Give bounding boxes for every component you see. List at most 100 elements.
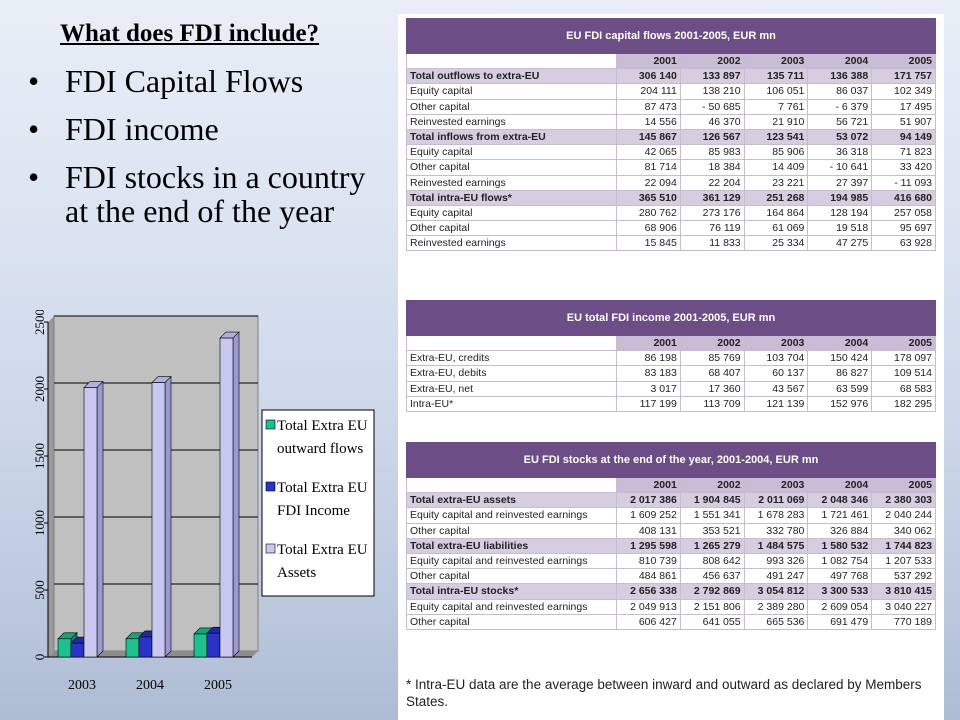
table-row: Reinvested earnings 15 845 11 833 25 334 47 … (406, 235, 936, 252)
row-label: Equity capital (406, 204, 617, 222)
value-cell: 353 521 (679, 522, 745, 539)
value-cell: 128 194 (807, 204, 873, 222)
legend-label: Assets (277, 565, 316, 581)
table-title: EU FDI stocks at the end of the year, 20… (406, 442, 936, 478)
y-tick-label: 2000 (32, 376, 47, 402)
legend-label: Total Extra EU (277, 480, 368, 496)
value-cell: 2 011 069 (743, 492, 809, 509)
value-cell: 87 473 (616, 98, 681, 115)
legend-swatch (265, 543, 276, 554)
row-label: Reinvested earnings (406, 113, 617, 130)
value-cell: 22 094 (616, 174, 681, 191)
legend-box (261, 409, 375, 597)
plot-side-wall (48, 316, 54, 657)
data-tables-panel: EU FDI capital flows 2001-2005, EUR mn 20… (398, 14, 944, 720)
value-cell: 2 792 869 (679, 583, 745, 600)
value-cell: - 11 093 (871, 174, 936, 191)
value-cell: 85 983 (679, 144, 745, 161)
value-cell: 484 861 (616, 568, 681, 585)
fdi-stocks-table: EU FDI stocks at the end of the year, 20… (406, 442, 936, 630)
value-cell: 60 137 (743, 365, 809, 382)
value-cell: 537 292 (871, 568, 936, 585)
value-cell: - 10 641 (807, 159, 873, 176)
value-cell: 117 199 (616, 395, 681, 412)
y-tick-label: 0 (32, 654, 47, 661)
value-cell: 43 567 (743, 380, 809, 397)
legend-swatch (265, 481, 276, 492)
y-tick-label: 1000 (32, 510, 47, 536)
value-cell: 1 609 252 (616, 507, 681, 524)
value-cell: 1 721 461 (807, 507, 873, 524)
row-label: Total intra-EU stocks* (406, 583, 617, 600)
value-cell: 194 985 (807, 189, 873, 206)
value-cell: 47 275 (807, 235, 873, 252)
row-label: Total extra-EU liabilities (406, 537, 617, 554)
row-label: Total extra-EU assets (406, 492, 617, 509)
value-cell: 2 380 303 (871, 492, 936, 509)
bullet-list: FDI Capital Flows FDI income FDI stocks … (28, 64, 368, 242)
value-cell: 25 334 (743, 235, 809, 252)
value-cell: 51 907 (871, 113, 936, 130)
table-row: Equity capital and reinvested earnings 1 … (406, 507, 936, 524)
bar (57, 638, 72, 658)
bar (125, 638, 140, 658)
value-cell: 121 139 (743, 395, 809, 412)
value-cell: 332 780 (743, 522, 809, 539)
table-row: Total extra-EU liabilities 1 295 598 1 265… (406, 537, 936, 554)
value-cell: 23 221 (743, 174, 809, 191)
year-header: 2005 (871, 52, 936, 70)
value-cell: 691 479 (807, 613, 873, 630)
bar (151, 382, 166, 658)
value-cell: 2 049 913 (616, 598, 681, 615)
value-cell: 2 609 054 (807, 598, 873, 615)
value-cell: 68 407 (679, 365, 745, 382)
table-row: Intra-EU* 117 199 113 709 121 139 152 976 182… (406, 395, 936, 412)
value-cell: 770 189 (871, 613, 936, 630)
value-cell: 136 388 (807, 68, 873, 85)
header-blank-cell (406, 52, 617, 70)
table-row: Total outflows to extra-EU 306 140 133 897… (406, 68, 936, 85)
value-cell: 56 721 (807, 113, 873, 130)
value-cell: 993 326 (743, 552, 809, 570)
value-cell: 68 906 (616, 220, 681, 237)
table-row: Reinvested earnings 14 556 46 370 21 910 56 … (406, 113, 936, 130)
value-cell: 665 536 (743, 613, 809, 630)
row-label: Reinvested earnings (406, 174, 617, 191)
value-cell: 123 541 (743, 128, 809, 146)
value-cell: 2 389 280 (743, 598, 809, 615)
legend-label: outward flows (277, 441, 363, 457)
value-cell: 810 739 (616, 552, 681, 570)
value-cell: 497 768 (807, 568, 873, 585)
value-cell: 36 318 (807, 144, 873, 161)
row-label: Total intra-EU flows* (406, 189, 617, 206)
value-cell: 17 495 (871, 98, 936, 115)
value-cell: 365 510 (616, 189, 681, 206)
value-cell: 103 704 (743, 350, 809, 367)
value-cell: 85 769 (679, 350, 745, 367)
value-cell: 416 680 (871, 189, 936, 206)
value-cell: 11 833 (679, 235, 745, 252)
value-cell: 340 062 (871, 522, 936, 539)
y-tick-label: 1500 (32, 443, 47, 469)
value-cell: 408 131 (616, 522, 681, 539)
row-label: Equity capital and reinvested earnings (406, 598, 617, 615)
bar (219, 337, 234, 658)
value-cell: 46 370 (679, 113, 745, 130)
value-cell: 641 055 (679, 613, 745, 630)
year-header: 2003 (743, 334, 809, 352)
value-cell: 71 823 (871, 144, 936, 161)
year-header: 2004 (807, 476, 873, 494)
bar-side (164, 375, 172, 658)
y-tick-label: 2500 (32, 310, 47, 335)
value-cell: 306 140 (616, 68, 681, 85)
year-header: 2002 (679, 334, 745, 352)
legend-swatch (265, 419, 276, 430)
row-label: Equity capital and reinvested earnings (406, 552, 617, 570)
value-cell: 1 295 598 (616, 537, 681, 554)
value-cell: 3 300 533 (807, 583, 873, 600)
table-title: EU total FDI income 2001-2005, EUR mn (406, 300, 936, 336)
table-row: Other capital 68 906 76 119 61 069 19 518 95 … (406, 220, 936, 237)
value-cell: 1 678 283 (743, 507, 809, 524)
table-footnote: * Intra-EU data are the average between … (406, 677, 922, 709)
value-cell: 204 111 (616, 83, 681, 100)
